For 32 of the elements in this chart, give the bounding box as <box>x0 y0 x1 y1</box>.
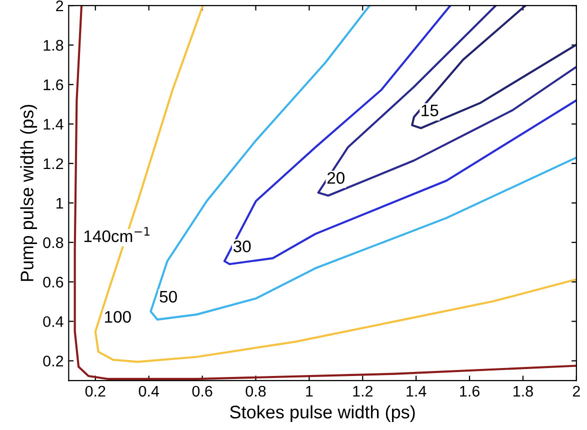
line-series <box>411 6 576 130</box>
y-tick-label: 2 <box>56 0 64 12</box>
x-tick-label: 1.8 <box>514 386 533 397</box>
series-label: 20 <box>327 172 344 184</box>
x-tick-label: 1 <box>306 386 313 396</box>
y-tick-label: 1.6 <box>44 79 64 90</box>
x-axis-title: Stokes pulse width (ps) <box>230 405 415 422</box>
x-tick-label: 1.2 <box>353 386 372 396</box>
y-tick-label: 0.6 <box>43 276 64 288</box>
line-series <box>223 6 576 266</box>
x-tick-label: 0.8 <box>246 386 266 397</box>
series-label: 50 <box>160 290 177 303</box>
y-tick-label: 1 <box>56 198 64 208</box>
x-tick-label: 0.4 <box>138 386 160 397</box>
y-tick-label: 0.4 <box>43 316 64 328</box>
series-label: 15 <box>422 104 438 116</box>
line-series <box>317 6 576 197</box>
x-tick-label: 1.6 <box>460 386 480 397</box>
y-axis-title: Pump pulse width (ps) <box>20 104 38 281</box>
x-tick-label: 1.4 <box>406 386 426 396</box>
series-label: 140cm$^{−1}$ <box>84 227 150 242</box>
line-series <box>150 6 576 321</box>
y-tick-label: 1.2 <box>44 158 64 170</box>
x-tick-label: 0.2 <box>85 386 106 397</box>
y-tick-label: 0.8 <box>43 237 64 248</box>
y-tick-label: 0.2 <box>43 356 64 366</box>
x-tick-label: 0.6 <box>192 386 212 397</box>
x-tick-label: 2 <box>572 386 580 396</box>
y-tick-label: 1.4 <box>44 119 64 130</box>
y-tick-label: 1.8 <box>44 40 64 51</box>
series-label: 30 <box>233 240 251 252</box>
series-label: 100 <box>105 310 131 323</box>
